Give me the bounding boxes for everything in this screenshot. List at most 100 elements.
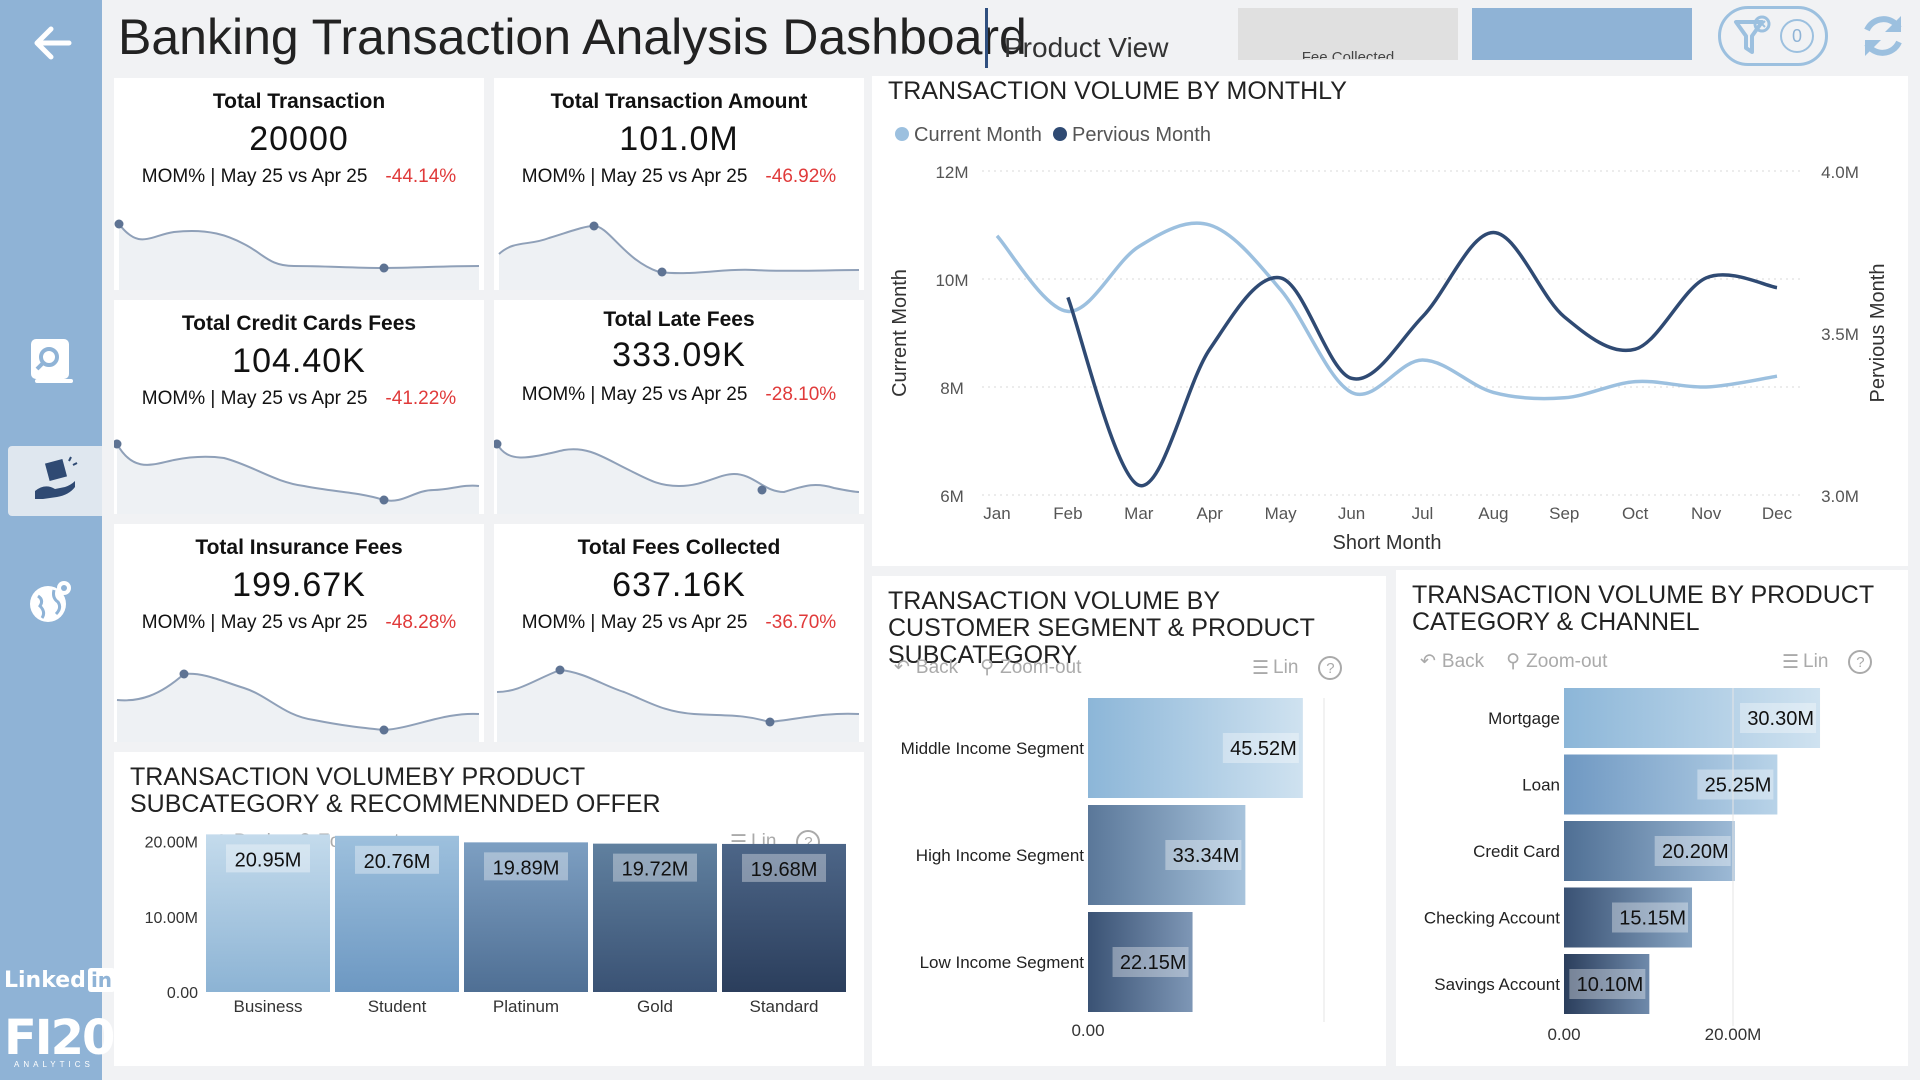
data-label: 20.20M <box>1662 841 1729 863</box>
series-line-current-month <box>995 221 1778 401</box>
bar-loan <box>1564 754 1778 815</box>
x-tick-label: Oct <box>1622 504 1649 523</box>
kpi-value: 637.16K <box>612 566 746 604</box>
page-subtitle: Product View <box>1004 32 1169 63</box>
back-icon[interactable]: ↶ <box>894 657 910 678</box>
x-tick-label: Student <box>368 997 427 1016</box>
subcategory-bar-chart[interactable]: 20.00M 10.00M 0.00 20.95M Business 20.76M Stud… <box>114 752 864 1066</box>
bar-high-income-segment <box>1088 805 1246 905</box>
kpi-card-total-transaction-amount[interactable]: Total Transaction Amount 101.0M MOM% | M… <box>494 78 864 290</box>
data-label-bg <box>1612 902 1689 933</box>
data-label: 33.34M <box>1173 845 1240 867</box>
linkedin-logo[interactable]: Linked in <box>4 968 116 993</box>
legend-label: Pervious Month <box>1072 124 1211 146</box>
help-icon[interactable]: ? <box>1318 656 1343 680</box>
x-tick-label: Nov <box>1691 504 1722 523</box>
lin-button[interactable]: Lin <box>1803 651 1829 672</box>
customer-segment-bar-chart[interactable]: 45.52M Middle Income Segment 33.34M High In… <box>872 576 1386 1066</box>
chart-title: TRANSACTION VOLUMEBY PRODUCT SUBCATEGORY… <box>130 763 661 818</box>
list-icon[interactable]: ☰ <box>1252 657 1270 679</box>
zoom-out-button[interactable]: Zoom-out <box>1000 656 1082 678</box>
chart-title: TRANSACTION VOLUME BY PRODUCT CATEGORY &… <box>1412 581 1874 636</box>
kpi-mom-change: -28.10% <box>765 384 837 405</box>
data-label: 30.30M <box>1747 708 1814 730</box>
y-tick-label: Credit Card <box>1473 842 1560 861</box>
kpi-sparkline <box>114 219 480 290</box>
x-tick-label: Standard <box>750 997 819 1016</box>
data-label: 20.76M <box>364 851 431 873</box>
kpi-mom: MOM% | May 25 vs Apr 25 -48.28% <box>141 612 457 633</box>
back-button[interactable]: Back <box>915 656 959 678</box>
y2-tick-label: 3.5M <box>1821 325 1859 344</box>
kpi-title: Total Insurance Fees <box>195 536 403 559</box>
x-tick-label: Business <box>234 997 303 1016</box>
data-label-bg <box>1569 969 1646 999</box>
data-label: 45.52M <box>1230 738 1297 760</box>
data-label-bg <box>226 844 310 873</box>
product-view-button[interactable] <box>1472 8 1692 60</box>
kpi-card-total-fees-collected[interactable]: Total Fees Collected 637.16K MOM% | May … <box>494 524 864 742</box>
zoom-out-button[interactable]: Zoom-out <box>1526 650 1608 672</box>
data-label-bg <box>1654 836 1731 866</box>
kpi-mom-change: -36.70% <box>765 612 837 633</box>
data-label-bg <box>613 853 697 882</box>
refresh-button[interactable] <box>1852 6 1914 66</box>
back-button[interactable]: Back <box>1441 650 1485 672</box>
zoom-out-icon[interactable]: ⚲ <box>1506 651 1521 672</box>
x-tick-label: Mar <box>1124 504 1154 523</box>
y-tick-label: Low Income Segment <box>920 953 1085 972</box>
globe-icon[interactable] <box>0 566 102 636</box>
kpi-mom: MOM% | May 25 vs Apr 25 -46.92% <box>521 166 837 187</box>
report-search-icon[interactable] <box>0 326 102 396</box>
help-icon[interactable]: ? <box>1848 650 1873 674</box>
list-icon[interactable]: ☰ <box>1782 651 1800 673</box>
product-category-bar-chart[interactable]: 30.30M Mortgage 25.25M Loan 20.20M Credit Car… <box>1396 570 1908 1066</box>
y-tick-label: 10M <box>935 271 968 290</box>
data-label-bg <box>355 845 439 874</box>
x-tick-label: Jan <box>983 504 1010 523</box>
kpi-sparkline <box>116 669 480 742</box>
bar-checking-account <box>1564 887 1693 948</box>
product-category-card: TRANSACTION VOLUME BY PRODUCT CATEGORY &… <box>1396 570 1908 1066</box>
kpi-title: Total Fees Collected <box>577 536 781 559</box>
filter-button[interactable]: 0 <box>1718 6 1828 66</box>
sidebar: Linked in FI20 ANALYTICS <box>0 0 115 1080</box>
kpi-mom: MOM% | May 25 vs Apr 25 -44.14% <box>141 166 457 187</box>
product-hand-icon[interactable] <box>8 446 102 516</box>
kpi-sparkline <box>494 439 860 514</box>
x-tick-label: Platinum <box>493 997 559 1016</box>
x-tick-label: 0.00 <box>1071 1021 1104 1040</box>
x-tick-label: Sep <box>1549 504 1579 523</box>
kpi-card-total-credit-card-fees[interactable]: Total Credit Cards Fees 104.40K MOM% | M… <box>114 300 484 514</box>
kpi-card-total-insurance-fees[interactable]: Total Insurance Fees 199.67K MOM% | May … <box>114 524 484 742</box>
y-tick-label: 10.00M <box>145 910 198 927</box>
data-label: 19.68M <box>751 859 818 881</box>
monthly-line-chart[interactable]: Current Month Pervious Month 12M 10M 8M 6M 4.0… <box>872 76 1908 566</box>
filter-icon <box>1734 15 1771 54</box>
x-tick-label: May <box>1265 504 1298 523</box>
x-tick-label: Jul <box>1412 504 1434 523</box>
kpi-mom: MOM% | May 25 vs Apr 25 -36.70% <box>521 612 837 633</box>
fee-collected-button[interactable]: Fee Collected <box>1238 8 1458 60</box>
kpi-value: 101.0M <box>619 120 739 158</box>
kpi-card-total-late-fees[interactable]: Total Late Fees 333.09K MOM% | May 25 vs… <box>494 300 864 514</box>
zoom-out-icon[interactable]: ⚲ <box>980 657 995 678</box>
y-tick-label: 20.00M <box>145 835 198 852</box>
y2-axis-label: Pervious Month <box>1867 264 1889 403</box>
bar-middle-income-segment <box>1088 698 1303 798</box>
y-tick-label: Savings Account <box>1434 975 1560 994</box>
lin-button[interactable]: Lin <box>1273 657 1299 678</box>
back-icon[interactable]: ↶ <box>1420 651 1436 672</box>
brand-logo: FI20 <box>4 1010 115 1066</box>
data-label: 15.15M <box>1619 908 1686 930</box>
kpi-card-total-transaction[interactable]: Total Transaction 20000 MOM% | May 25 vs… <box>114 78 484 290</box>
kpi-sparkline <box>498 221 860 290</box>
customer-segment-card: TRANSACTION VOLUME BY CUSTOMER SEGMENT &… <box>872 576 1386 1066</box>
y-tick-label: 8M <box>940 379 964 398</box>
subcategory-card: TRANSACTION VOLUMEBY PRODUCT SUBCATEGORY… <box>114 752 864 1066</box>
back-arrow-icon[interactable] <box>0 8 102 78</box>
bar-standard <box>722 843 846 992</box>
kpi-title: Total Credit Cards Fees <box>181 312 417 335</box>
filter-count-badge: 0 <box>1780 19 1814 53</box>
kpi-mom: MOM% | May 25 vs Apr 25 -28.10% <box>521 384 837 405</box>
